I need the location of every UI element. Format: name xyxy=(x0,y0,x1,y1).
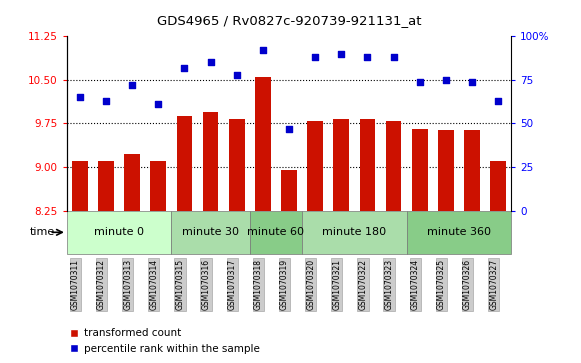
Text: minute 0: minute 0 xyxy=(94,227,144,237)
Bar xyxy=(307,121,323,211)
Text: GSM1070326: GSM1070326 xyxy=(463,259,472,310)
Text: GSM1070313: GSM1070313 xyxy=(123,259,132,310)
Text: GSM1070319: GSM1070319 xyxy=(280,259,289,310)
Bar xyxy=(490,161,506,211)
Point xyxy=(285,126,294,131)
Point xyxy=(259,47,268,53)
Bar xyxy=(281,170,297,211)
Bar xyxy=(386,121,401,211)
Bar xyxy=(464,130,480,211)
Bar xyxy=(229,119,245,211)
Bar xyxy=(171,211,250,254)
Bar xyxy=(124,154,140,211)
Point xyxy=(468,79,477,85)
Point xyxy=(442,77,451,83)
Point xyxy=(415,79,425,85)
Point xyxy=(232,72,242,78)
Point xyxy=(153,101,163,107)
Text: GSM1070314: GSM1070314 xyxy=(149,259,158,310)
Bar xyxy=(203,112,218,211)
Text: GSM1070327: GSM1070327 xyxy=(489,259,498,310)
Text: GSM1070320: GSM1070320 xyxy=(306,259,315,310)
Bar xyxy=(98,161,114,211)
Point xyxy=(389,54,399,60)
Text: GSM1070317: GSM1070317 xyxy=(228,259,237,310)
Bar xyxy=(67,211,171,254)
Point xyxy=(337,51,346,57)
Bar xyxy=(177,116,192,211)
Text: GSM1070322: GSM1070322 xyxy=(358,259,368,310)
Text: GSM1070311: GSM1070311 xyxy=(71,259,80,310)
Text: GSM1070325: GSM1070325 xyxy=(437,259,446,310)
Point xyxy=(76,94,85,100)
Text: GDS4965 / Rv0827c-920739-921131_at: GDS4965 / Rv0827c-920739-921131_at xyxy=(157,15,421,28)
Point xyxy=(180,65,189,70)
Point xyxy=(494,98,503,104)
Text: minute 180: minute 180 xyxy=(322,227,386,237)
Point xyxy=(206,60,216,65)
Point xyxy=(363,54,372,60)
Text: GSM1070316: GSM1070316 xyxy=(202,259,211,310)
Text: time: time xyxy=(30,227,55,237)
Text: GSM1070321: GSM1070321 xyxy=(332,259,342,310)
Text: GSM1070323: GSM1070323 xyxy=(385,259,394,310)
Text: GSM1070315: GSM1070315 xyxy=(175,259,185,310)
Bar xyxy=(360,119,375,211)
Text: minute 60: minute 60 xyxy=(248,227,304,237)
Bar xyxy=(150,161,166,211)
Point xyxy=(101,98,110,104)
Bar xyxy=(333,119,349,211)
Point xyxy=(311,54,320,60)
Point xyxy=(128,82,137,88)
Text: GSM1070312: GSM1070312 xyxy=(97,259,106,310)
Bar xyxy=(407,211,511,254)
Bar xyxy=(255,77,271,211)
Text: GSM1070324: GSM1070324 xyxy=(411,259,420,310)
Bar xyxy=(438,130,454,211)
Bar xyxy=(302,211,407,254)
Text: minute 360: minute 360 xyxy=(427,227,491,237)
Text: GSM1070318: GSM1070318 xyxy=(254,259,263,310)
Text: minute 30: minute 30 xyxy=(182,227,239,237)
Bar xyxy=(250,211,302,254)
Bar xyxy=(72,161,88,211)
Bar xyxy=(412,129,428,211)
Legend: transformed count, percentile rank within the sample: transformed count, percentile rank withi… xyxy=(63,324,264,358)
